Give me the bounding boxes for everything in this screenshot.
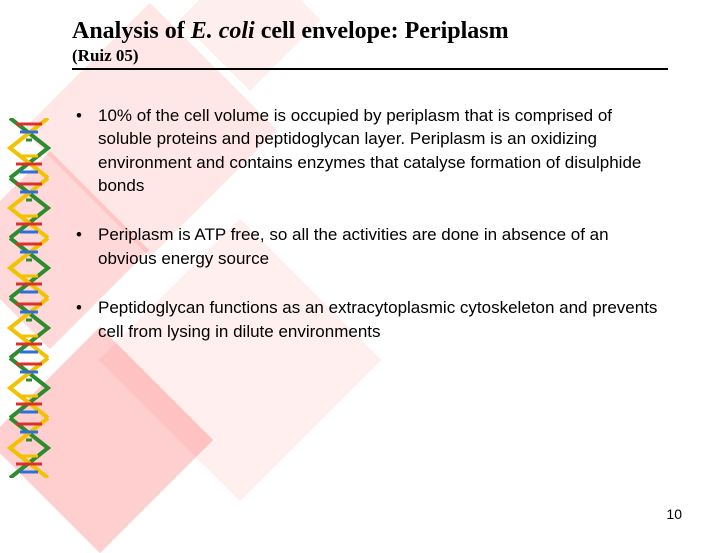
- bullet-item: 10% of the cell volume is occupied by pe…: [74, 104, 668, 198]
- title-italic: E. coli: [191, 18, 255, 44]
- slide-subtitle: (Ruiz 05): [72, 46, 668, 66]
- slide-title: Analysis of E. coli cell envelope: Perip…: [72, 18, 668, 46]
- slide-content: Analysis of E. coli cell envelope: Perip…: [0, 0, 720, 343]
- title-post: cell envelope: Periplasm: [255, 18, 509, 44]
- title-block: Analysis of E. coli cell envelope: Perip…: [72, 18, 668, 70]
- bullet-item: Periplasm is ATP free, so all the activi…: [74, 223, 668, 270]
- page-number: 10: [666, 506, 682, 522]
- title-pre: Analysis of: [72, 18, 191, 44]
- bullet-list: 10% of the cell volume is occupied by pe…: [72, 104, 668, 344]
- bullet-item: Peptidoglycan functions as an extracytop…: [74, 296, 668, 343]
